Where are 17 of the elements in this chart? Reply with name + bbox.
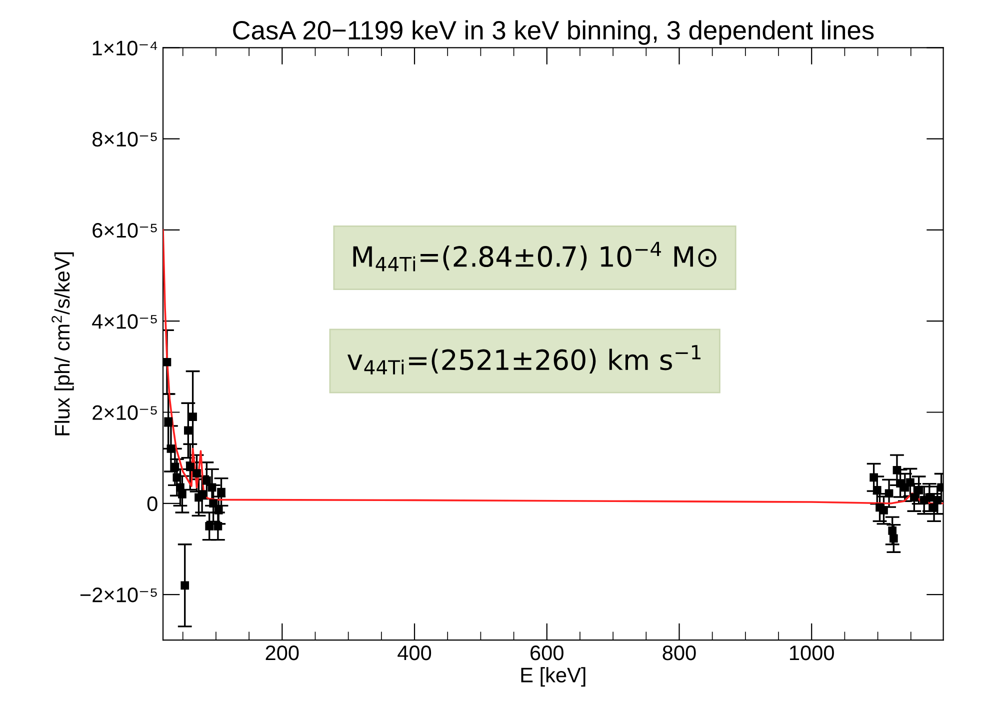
y-tick-label: 8×10⁻⁵ [92,132,157,147]
y-tick-label: −2×10⁻⁵ [80,588,157,602]
annotation: v$_{44Ti}$=(2521±260) km s$^{−1}$ [347,345,700,374]
y-tick-label: 6×10⁻⁵ [92,222,157,238]
y-tick-label: 2×10⁻⁵ [92,405,157,420]
chart-title: CasA 20−1199 keV in 3 keV binning, 3 dependent lines [233,20,874,45]
x-tick-label: 800 [662,646,696,660]
x-tick-label: 400 [398,646,432,660]
annotation: M$_{44Ti}$=(2.84±0.7) 10$^{−4}$ M⊙ [353,242,716,272]
x-tick-label: 600 [530,646,564,660]
y-tick-label: 4×10⁻⁵ [92,314,157,329]
y-tick-label: 1×10⁻⁴ [92,40,158,56]
x-tick-label: 200 [266,646,299,660]
y-axis-title: Flux [ph/ cm$^{2}$/s/keV] [52,252,74,436]
x-tick-label: 1000 [790,646,834,660]
y-tick-label: 0 [147,496,158,512]
x-axis-title: E [keV] [521,667,586,687]
